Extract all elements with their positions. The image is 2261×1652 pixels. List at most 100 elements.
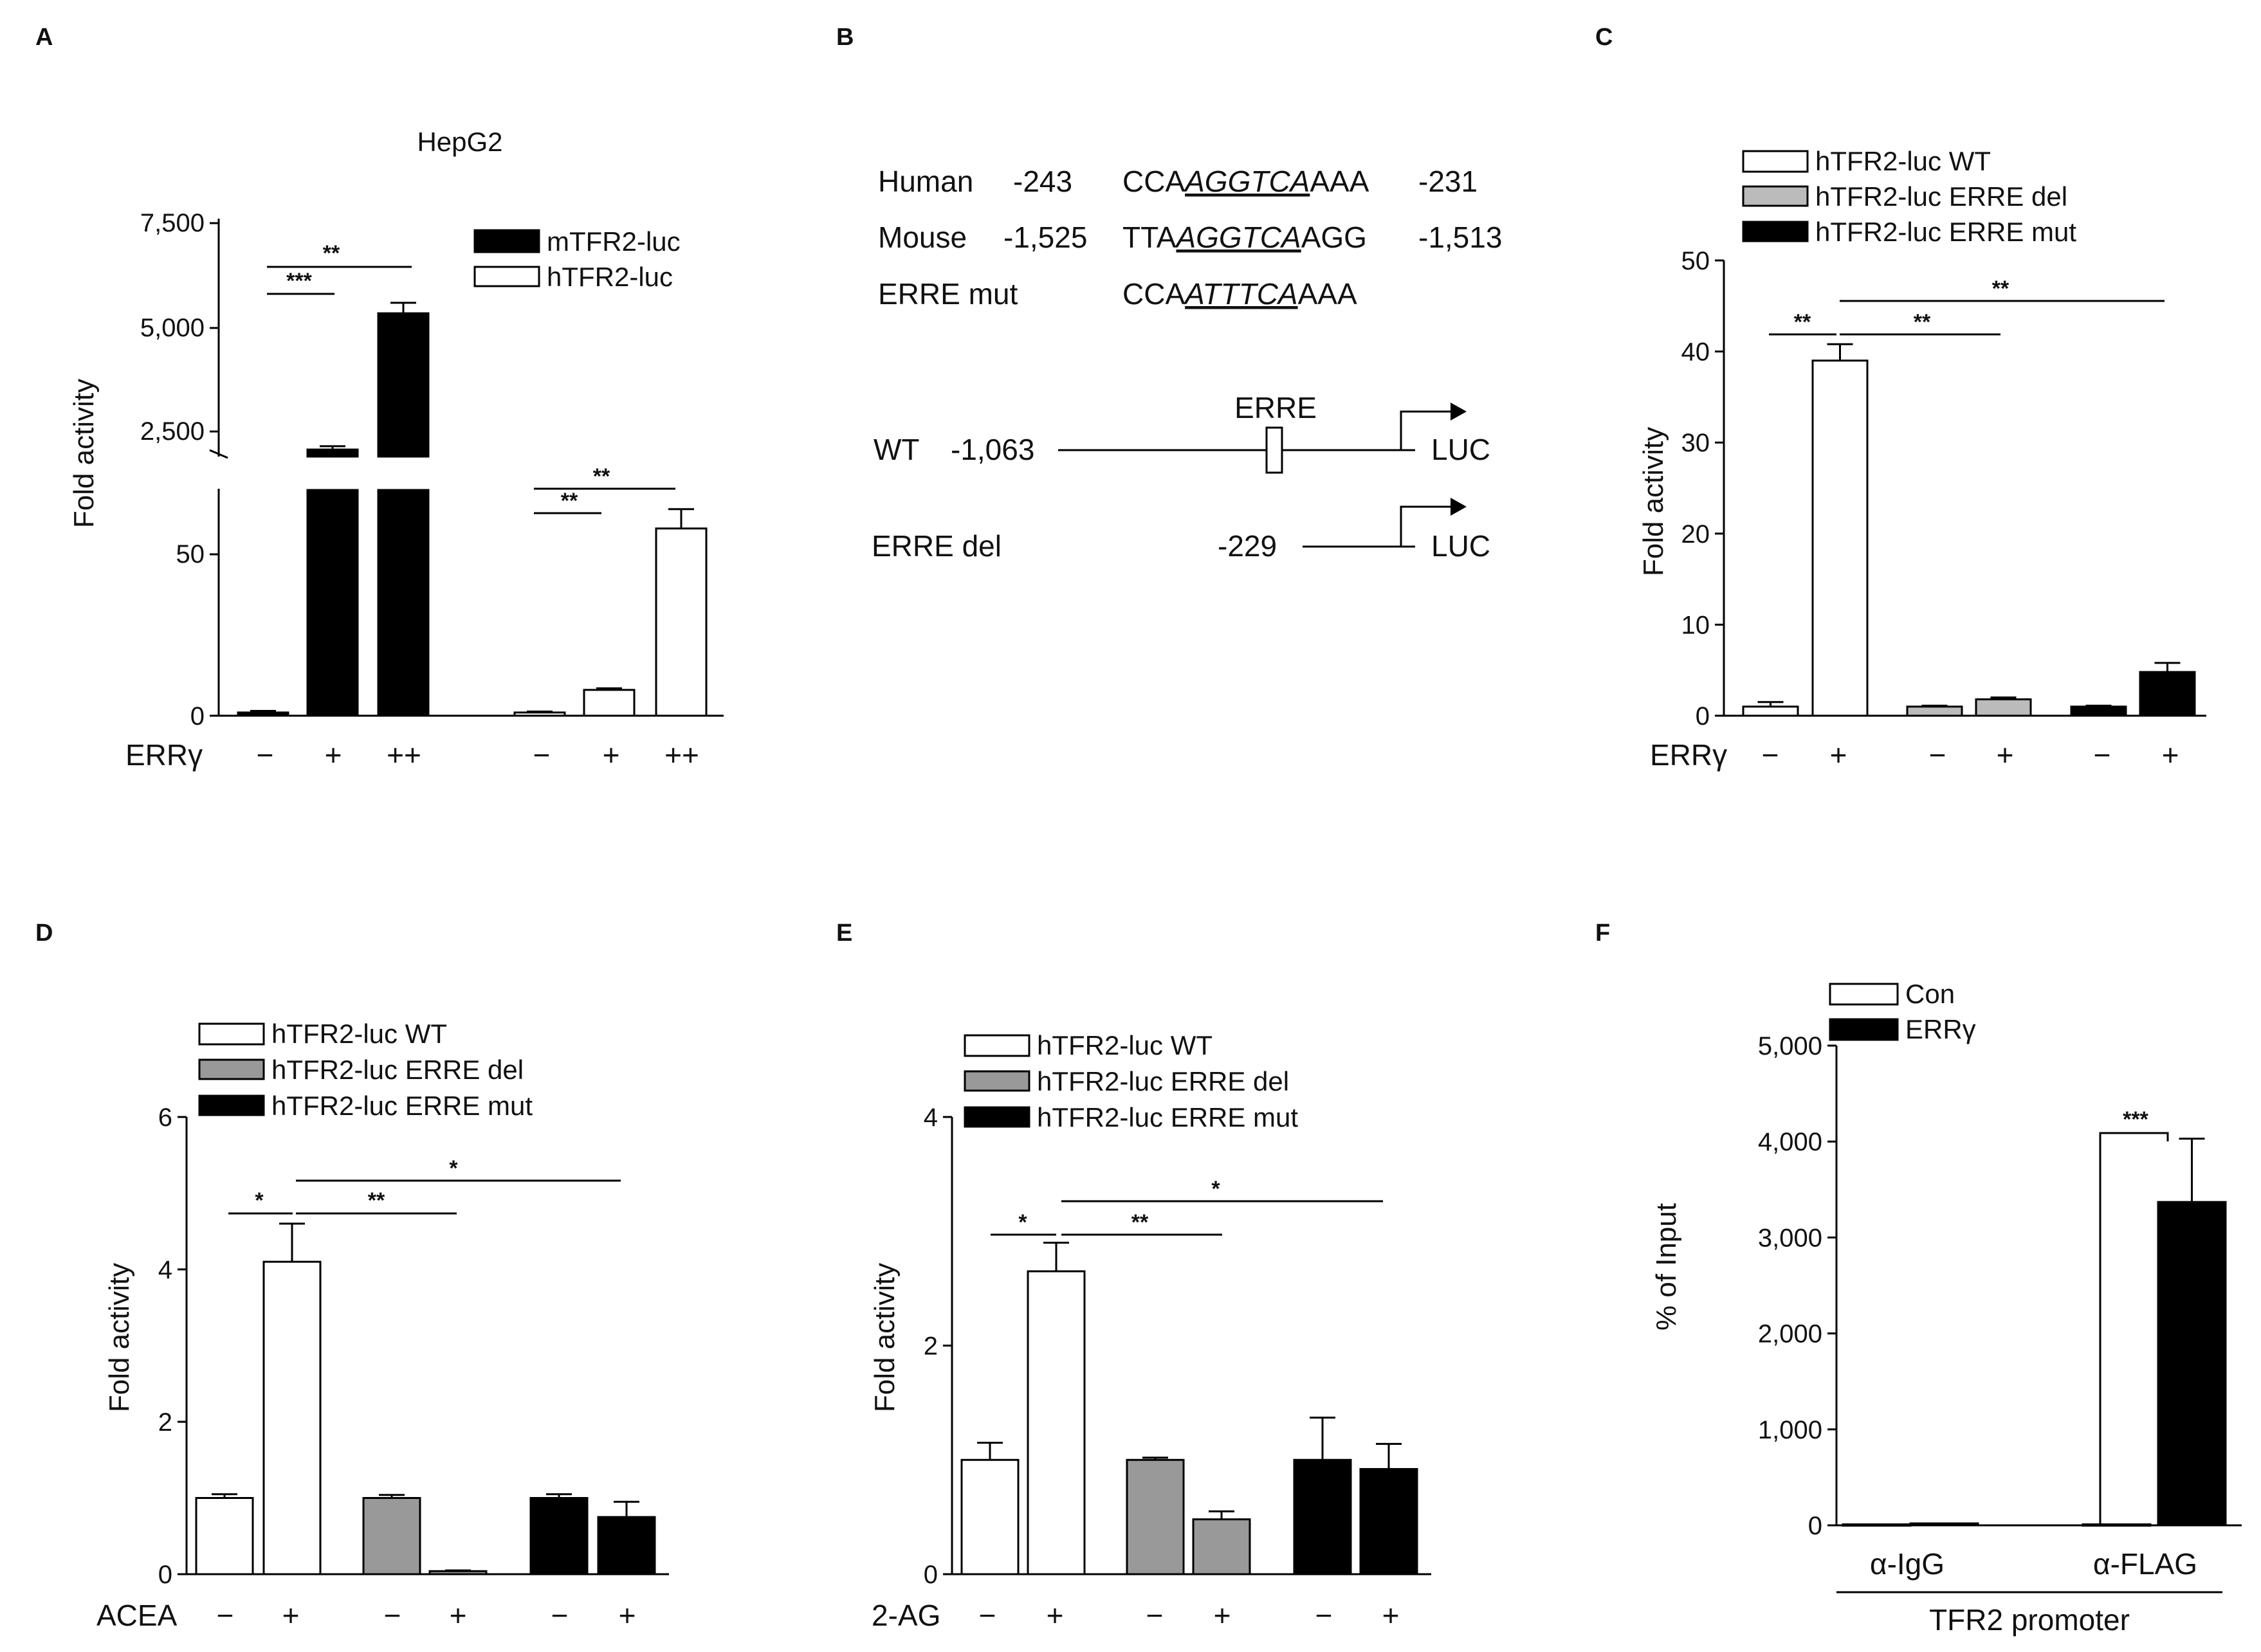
panel-e-cond: + bbox=[1382, 1599, 1400, 1632]
panel-c-bars bbox=[1742, 343, 2196, 717]
panel-e-bar bbox=[1027, 1270, 1086, 1575]
panel-a-legend-h: hTFR2-luc bbox=[547, 262, 673, 292]
panel-d: D Fold activity 0 2 4 6 hTFR2-luc WT hTFR2-… bbox=[35, 920, 669, 1632]
panel-d-legend-swatch bbox=[198, 1058, 265, 1080]
panel-b-label: B bbox=[836, 24, 854, 51]
panel-a-y-label: Fold activity bbox=[68, 379, 100, 528]
panel-a-bar bbox=[583, 689, 636, 717]
panel-f-ytick-label: 4,000 bbox=[1758, 1128, 1822, 1156]
panel-a-bar bbox=[237, 711, 289, 717]
panel-f-ytick-label: 0 bbox=[1808, 1512, 1822, 1540]
panel-c-ytick-label: 50 bbox=[1681, 247, 1710, 275]
panel-a-cond: + bbox=[325, 738, 342, 772]
panel-c-bar bbox=[1811, 359, 1869, 717]
panel-d-bar bbox=[428, 1570, 488, 1575]
panel-a-row-label: ERRγ bbox=[125, 738, 203, 772]
panel-f-bar bbox=[1842, 1523, 1912, 1527]
panel-a-cond: ++ bbox=[664, 738, 699, 772]
panel-c-legend-mut: hTFR2-luc ERRE mut bbox=[1815, 217, 2076, 247]
panel-c-ytick-label: 40 bbox=[1681, 338, 1710, 367]
panel-e-label: E bbox=[836, 920, 852, 947]
panel-e-bar bbox=[1126, 1458, 1185, 1575]
panel-e-legend-swatch bbox=[964, 1106, 1030, 1128]
panel-c-label: C bbox=[1595, 24, 1613, 51]
panel-e-ytick-label: 4 bbox=[924, 1103, 938, 1132]
panel-e-cond: − bbox=[1315, 1599, 1333, 1632]
panel-d-y-label: Fold activity bbox=[104, 1263, 135, 1412]
seq-row-name: Mouse bbox=[878, 221, 967, 254]
panel-c-ytick-label: 30 bbox=[1681, 429, 1710, 457]
panel-c-sig-label: ** bbox=[1794, 310, 1811, 334]
panel-d-cond: + bbox=[450, 1599, 467, 1632]
panel-d-sig-label: * bbox=[449, 1156, 458, 1181]
panel-d-row-label: ACEA bbox=[96, 1599, 178, 1632]
panel-d-bar bbox=[262, 1260, 322, 1575]
panel-d-bar bbox=[362, 1497, 421, 1575]
panel-d-axes: 0 2 4 6 bbox=[158, 1103, 669, 1589]
panel-a: A HepG2 Fold activity 0 50 2,500 5,000 7… bbox=[35, 24, 724, 772]
panel-d-ytick-label: 6 bbox=[158, 1103, 172, 1132]
panel-c-axes: 0 10 20 30 40 50 bbox=[1681, 247, 2206, 731]
panel-e-sig-label: ** bbox=[1131, 1210, 1149, 1235]
panel-c-cond: + bbox=[1997, 738, 2014, 772]
panel-f-axes: 0 1,000 2,000 3,000 4,000 5,000 bbox=[1758, 1032, 2242, 1540]
panel-a-cond: − bbox=[257, 738, 274, 772]
panel-f: F % of Input 01,0002,0003,0004,0005,000 … bbox=[1595, 920, 2242, 1637]
construct-del-start: -229 bbox=[1218, 529, 1277, 563]
panel-d-cond: − bbox=[384, 1599, 401, 1632]
panel-c-legend-swatch bbox=[1742, 221, 1809, 242]
panel-d-bar bbox=[195, 1497, 254, 1575]
panel-e-ytick-label: 2 bbox=[924, 1332, 938, 1361]
panel-a-sig-label: *** bbox=[286, 269, 312, 293]
panel-d-sig-label: * bbox=[255, 1188, 264, 1213]
panel-d-bars bbox=[195, 1222, 656, 1575]
panel-f-legend-swatch bbox=[1829, 1018, 1899, 1041]
panel-d-legend-swatch bbox=[198, 1022, 265, 1046]
panel-a-cond: − bbox=[533, 738, 551, 772]
panel-f-legend-err: ERRγ bbox=[1905, 1014, 1976, 1044]
panel-d-legend-swatch bbox=[198, 1094, 265, 1116]
panel-a-bar bbox=[513, 711, 566, 717]
panel-c-bar bbox=[2139, 671, 2196, 717]
panel-a-legend-swatch-h bbox=[473, 266, 540, 287]
panel-e-y-label: Fold activity bbox=[869, 1263, 901, 1412]
panel-d-ytick-label: 2 bbox=[158, 1408, 172, 1437]
panel-c-cond: + bbox=[1830, 738, 1847, 772]
seq-row-name: ERRE mut bbox=[878, 277, 1018, 311]
seq-row-end: -1,513 bbox=[1418, 221, 1502, 254]
panel-a-label: A bbox=[35, 24, 53, 51]
tss-arrow-del bbox=[1400, 505, 1451, 547]
seq-row-start: -1,525 bbox=[1003, 221, 1087, 254]
panel-e-bar bbox=[1192, 1518, 1251, 1575]
panel-c-bar bbox=[1906, 705, 1963, 717]
panel-d-legend-del: hTFR2-luc ERRE del bbox=[271, 1055, 524, 1085]
panel-e-cond: − bbox=[979, 1599, 996, 1632]
panel-f-legend-swatch bbox=[1829, 983, 1899, 1006]
tss-arrowhead-del bbox=[1451, 498, 1467, 516]
panel-c-legend-swatch bbox=[1742, 185, 1809, 207]
panel-d-sig-label: ** bbox=[368, 1188, 385, 1213]
panel-c-row-label: ERRγ bbox=[1650, 738, 1727, 772]
panel-a-ytick-50: 50 bbox=[176, 540, 205, 568]
panel-f-sig-label: *** bbox=[2123, 1107, 2148, 1132]
erre-element-box bbox=[1265, 426, 1283, 474]
panel-e-cond: + bbox=[1214, 1599, 1231, 1632]
panel-a-cond: ++ bbox=[387, 738, 421, 772]
panel-d-cond: − bbox=[217, 1599, 234, 1632]
panel-a-title: HepG2 bbox=[417, 127, 502, 157]
panel-a-bar-upper bbox=[377, 312, 430, 458]
panel-f-footer: TFR2 promoter bbox=[1929, 1603, 2130, 1637]
panel-c-sig-label: ** bbox=[1992, 277, 2009, 301]
panel-f-group-igg: α-IgG bbox=[1870, 1547, 1945, 1581]
panel-c-bar bbox=[2070, 705, 2127, 717]
panel-a-legend-swatch-m bbox=[473, 229, 540, 253]
panel-f-ytick-label: 2,000 bbox=[1758, 1320, 1822, 1348]
panel-e-row-label: 2-AG bbox=[872, 1599, 940, 1632]
panel-e-bars bbox=[960, 1242, 1418, 1575]
panel-f-y-label: % of Input bbox=[1651, 1203, 1682, 1330]
panel-e-legend-del: hTFR2-luc ERRE del bbox=[1037, 1066, 1289, 1096]
panel-f-bar bbox=[1909, 1522, 1979, 1527]
construct-wt-reporter: LUC bbox=[1431, 433, 1490, 466]
panel-f-bar bbox=[2157, 1201, 2227, 1527]
